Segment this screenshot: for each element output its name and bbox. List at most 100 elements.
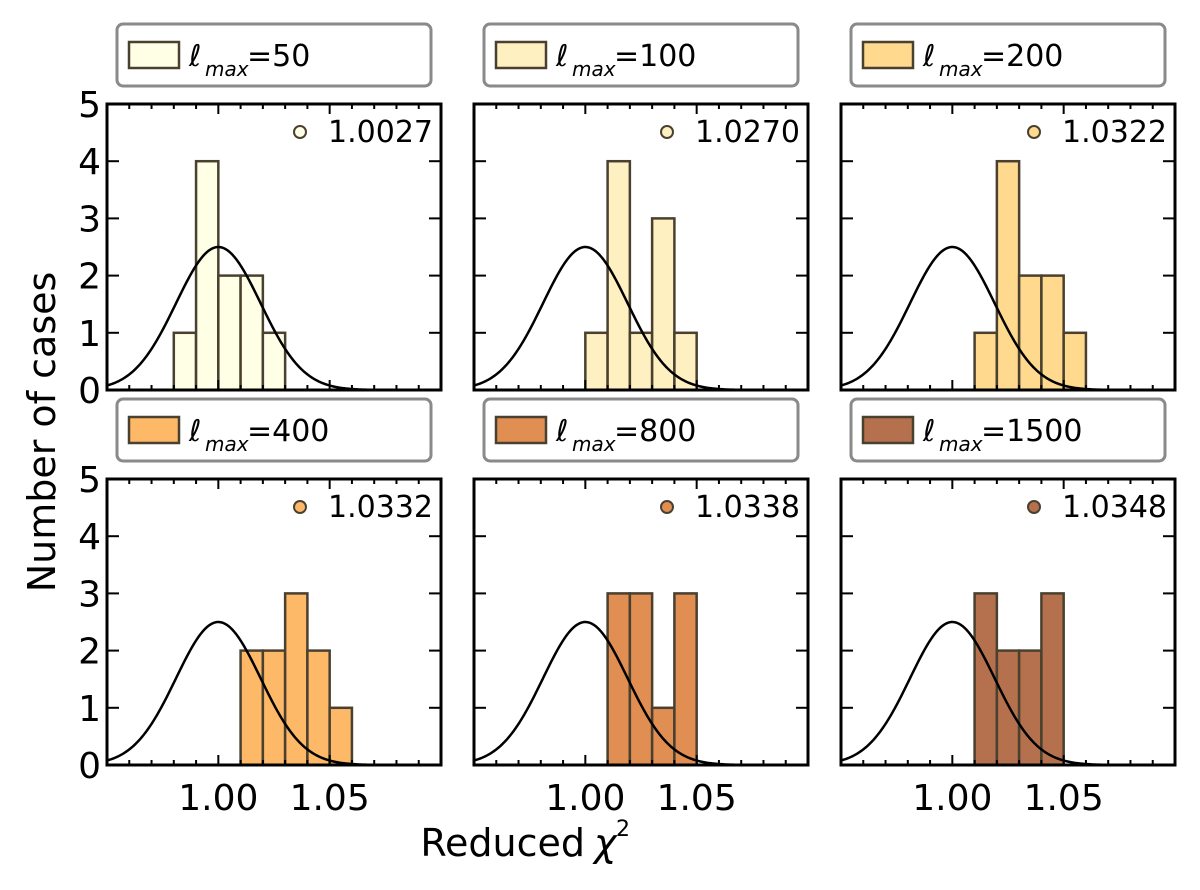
legend-frame [482,397,800,463]
mean-value: 1.0332 [328,490,433,525]
histogram-bar [650,706,676,767]
mean-marker [1027,125,1041,139]
legend-label: =400 [247,414,329,449]
legend: ℓ max=800 [482,397,800,463]
histogram-bar [584,331,609,392]
legend-swatch [494,415,548,445]
mean-value: 1.0270 [695,115,800,150]
histogram-bar [261,649,287,767]
legend-label: =1500 [981,414,1082,449]
y-tick-label: 2 [78,632,101,673]
panel-3: ℓ max=200 1.0322 [839,22,1177,392]
y-tick-label: 1 [78,689,101,730]
axes-frame [839,477,1177,767]
x-tick-label: 1.00 [912,778,992,819]
legend-subscript: max [205,57,249,81]
legend: ℓ max=200 [849,22,1167,88]
mean-marker [293,500,307,514]
legend-ell-symbol: ℓ [188,39,201,74]
legend-frame [115,397,433,463]
panel-2: ℓ max=100 1.0270 [472,22,810,392]
legend-subscript: max [939,57,983,81]
histogram-bar [628,592,654,767]
mean-value: 1.0322 [1062,115,1167,150]
legend-subscript: max [572,57,616,81]
histogram-bar [239,649,265,767]
histogram-bar [239,274,265,392]
histogram-bar [306,649,331,767]
mean-marker [660,125,674,139]
y-tick-label: 3 [78,574,101,615]
legend: ℓ max=1500 [849,397,1167,463]
x-axis-label-symbol: χ [592,821,618,865]
x-axis-label: Reduced [420,821,585,865]
mean-marker [660,500,674,514]
mean-value: 1.0338 [695,490,800,525]
histogram-bar [172,331,198,392]
y-tick-label: 4 [78,517,101,558]
legend: ℓ max=50 [115,22,433,88]
y-tick-label: 3 [78,199,101,240]
legend-ell-symbol: ℓ [188,414,201,449]
panel-4: ℓ max=400 1.0332 0 1 2 3 4 5 1.00 1.05 [78,397,443,819]
x-tick-label: 1.00 [178,778,258,819]
legend-subscript: max [572,432,616,456]
histogram-bar [973,331,999,392]
histogram [172,159,287,392]
x-tick-label: 1.05 [290,778,370,819]
legend-swatch [494,40,548,70]
legend-swatch [127,40,181,70]
mean-value: 1.0348 [1062,490,1167,525]
histogram-bar [1062,331,1088,392]
axes-frame [839,102,1177,392]
histogram-bar [606,592,632,767]
histogram-bar [973,592,999,767]
legend-frame [849,397,1167,463]
histogram [606,592,698,767]
legend-swatch [861,40,915,70]
histogram [239,592,354,767]
histogram-bar [328,706,354,767]
y-axis-label: Number of cases [20,272,64,593]
y-tick-label: 4 [78,142,101,183]
y-tick-label: 5 [78,85,101,126]
axes-frame [472,102,810,392]
histogram [973,159,1088,392]
legend-label: =200 [981,39,1063,74]
x-tick-label: 1.05 [657,778,737,819]
y-tick-label: 0 [78,371,101,412]
axes-frame [472,477,810,767]
legend-subscript: max [205,432,249,456]
y-tick-label: 0 [78,746,101,787]
legend-label: =50 [247,39,310,74]
legend-frame [482,22,800,88]
legend-ell-symbol: ℓ [555,39,568,74]
legend-subscript: max [939,432,983,456]
histogram-bar [995,649,1021,767]
legend: ℓ max=100 [482,22,800,88]
mean-value: 1.0027 [328,115,433,150]
histogram-bar [1040,592,1065,767]
panel-6: ℓ max=1500 1.0348 1.00 1.05 [839,397,1177,819]
histogram-bar [606,159,632,392]
mean-marker [293,125,307,139]
histogram-bar [1040,274,1065,392]
legend-label: =800 [614,414,696,449]
legend-ell-symbol: ℓ [922,39,935,74]
y-tick-label: 5 [78,460,101,501]
panel-1: ℓ max=50 1.0027 0 1 2 3 4 5 [78,22,443,412]
legend-frame [849,22,1167,88]
y-tick-label: 2 [78,257,101,298]
x-tick-label: 1.00 [545,778,625,819]
legend-label: =100 [614,39,696,74]
histogram-bar [217,274,242,392]
histogram-bar [673,592,698,767]
legend-swatch [127,415,181,445]
y-tick-label: 1 [78,314,101,355]
legend-ell-symbol: ℓ [922,414,935,449]
histogram-bar [194,159,220,392]
axes-frame [105,477,443,767]
mean-marker [1027,500,1041,514]
